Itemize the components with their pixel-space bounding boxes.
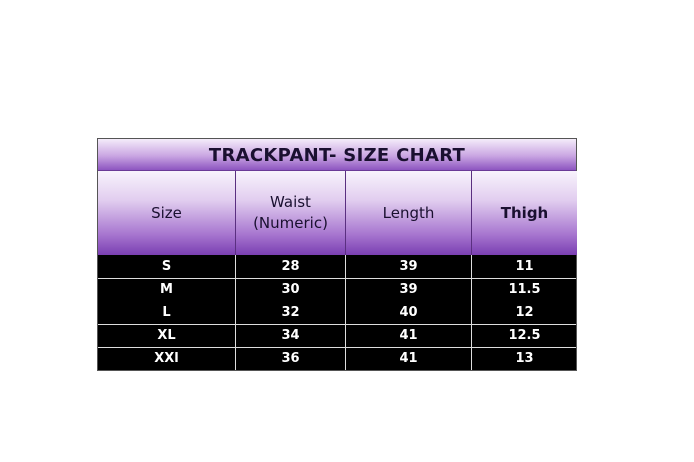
table-cell: 12 — [515, 305, 534, 320]
table-cell: 11 — [515, 259, 534, 274]
size-chart-table: TRACKPANT- SIZE CHART Size Waist (Numeric… — [97, 138, 577, 371]
table-cell: 40 — [346, 301, 472, 324]
table-cell: 34 — [236, 324, 346, 347]
column-header: Thigh — [472, 171, 577, 255]
table-cell: 28 — [236, 255, 346, 278]
table-cell: 41 — [346, 347, 472, 370]
column-header: Waist (Numeric) — [236, 171, 346, 255]
table-cell: 39 — [346, 278, 472, 301]
table-cell: 41 — [346, 324, 472, 347]
table-cell: 39 — [346, 255, 472, 278]
column-header: Size — [98, 171, 236, 255]
table-cell: L — [98, 301, 236, 324]
table-cell: 32 — [236, 301, 346, 324]
table-cell: M — [98, 278, 236, 301]
table-cell: S — [98, 255, 236, 278]
table-cell: 30 — [236, 278, 346, 301]
row-divider — [98, 278, 576, 279]
table-cell: 36 — [236, 347, 346, 370]
table-cell: 13 — [515, 351, 534, 366]
row-divider — [98, 347, 576, 348]
table-cell: XXl — [98, 347, 236, 370]
table-cell: XL — [98, 324, 236, 347]
column-header: Length — [346, 171, 472, 255]
table-cell: 11.5 — [508, 282, 541, 297]
chart-title: TRACKPANT- SIZE CHART — [98, 139, 576, 171]
table-cell: 12.5 — [508, 328, 541, 343]
row-divider — [98, 324, 576, 325]
